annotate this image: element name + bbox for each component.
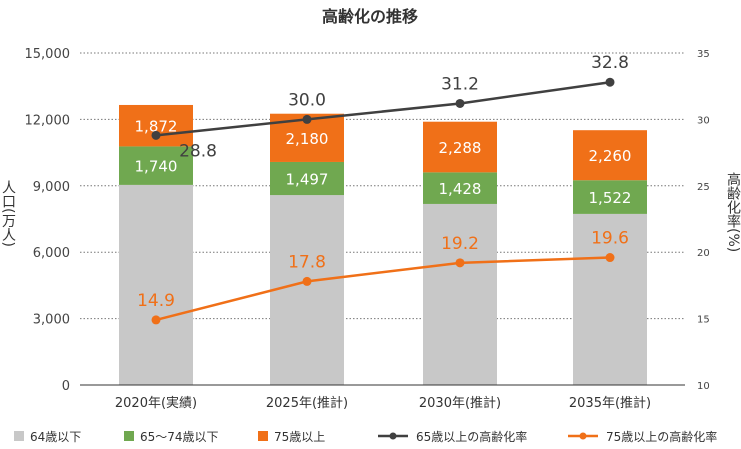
bar-segment bbox=[423, 203, 497, 385]
y-tick-label: 12,000 bbox=[25, 113, 71, 128]
bar-segment bbox=[270, 195, 344, 385]
y2-tick-label: 25 bbox=[697, 182, 710, 193]
line-label: 31.2 bbox=[441, 74, 479, 94]
bar-segment bbox=[119, 146, 193, 185]
line-label: 14.9 bbox=[137, 291, 175, 311]
data-point bbox=[151, 130, 161, 140]
y2-tick-label: 15 bbox=[697, 315, 710, 326]
legend-item: 75歳以上の高齢化率 bbox=[568, 429, 717, 444]
legend-label: 64歳以下 bbox=[30, 430, 81, 444]
bar-segment bbox=[573, 180, 647, 214]
y2-tick-label: 20 bbox=[697, 248, 710, 259]
y-axis-title: 人口(万人) bbox=[0, 180, 16, 247]
data-point bbox=[605, 253, 615, 263]
line-label: 19.6 bbox=[591, 229, 629, 249]
legend-item: 75歳以上 bbox=[258, 430, 325, 444]
x-tick-label: 2035年(推計) bbox=[569, 395, 651, 411]
line-label: 28.8 bbox=[179, 141, 217, 161]
data-point bbox=[455, 98, 465, 108]
bar-label: 2,180 bbox=[286, 130, 329, 148]
y2-tick-label: 10 bbox=[697, 381, 710, 392]
series-line bbox=[155, 256, 611, 322]
legend-label: 65〜74歳以下 bbox=[140, 430, 219, 444]
bar-label: 1,428 bbox=[439, 180, 482, 198]
chart-title: 高齢化の推移 bbox=[322, 7, 418, 26]
y2-tick-label: 35 bbox=[697, 49, 710, 60]
bar-segment bbox=[423, 121, 497, 173]
x-tick-label: 2020年(実績) bbox=[115, 395, 197, 411]
line-label: 19.2 bbox=[441, 234, 479, 254]
data-point bbox=[151, 315, 161, 325]
bar-label: 1,497 bbox=[286, 171, 329, 189]
data-point bbox=[605, 77, 615, 87]
line-label: 30.0 bbox=[288, 90, 326, 110]
legend-item: 64歳以下 bbox=[14, 430, 81, 444]
data-point bbox=[455, 258, 465, 268]
data-point bbox=[302, 276, 312, 286]
bar-label: 1,872 bbox=[135, 118, 178, 136]
line-label: 17.8 bbox=[288, 252, 326, 272]
y2-axis-title: 高齢化率(%) bbox=[725, 171, 741, 252]
bar-segment bbox=[119, 184, 193, 385]
y-tick-label: 6,000 bbox=[33, 246, 70, 261]
bar-label: 1,522 bbox=[589, 189, 632, 207]
bar-label: 2,260 bbox=[589, 147, 632, 165]
legend-label: 75歳以上 bbox=[274, 430, 325, 444]
legend-item: 65〜74歳以下 bbox=[124, 430, 219, 444]
x-tick-label: 2030年(推計) bbox=[419, 395, 501, 411]
x-tick-label: 2025年(推計) bbox=[266, 395, 348, 411]
data-point bbox=[302, 114, 312, 124]
legend-swatch bbox=[14, 431, 24, 441]
legend-marker bbox=[389, 432, 397, 440]
y-tick-label: 0 bbox=[62, 379, 70, 394]
series-line bbox=[155, 80, 611, 137]
bar-label: 2,288 bbox=[439, 139, 482, 157]
legend-swatch bbox=[124, 431, 134, 441]
bar-segment bbox=[573, 130, 647, 181]
legend-item: 65歳以上の高齢化率 bbox=[378, 429, 527, 444]
y-tick-label: 3,000 bbox=[33, 313, 70, 328]
y-tick-label: 15,000 bbox=[25, 47, 71, 62]
bar-segment bbox=[573, 213, 647, 385]
legend-label: 75歳以上の高齢化率 bbox=[606, 429, 717, 444]
bar-segment bbox=[423, 172, 497, 204]
bar-label: 1,740 bbox=[135, 158, 178, 176]
line-label: 32.8 bbox=[591, 53, 629, 73]
y-tick-label: 9,000 bbox=[33, 180, 70, 195]
y2-tick-label: 30 bbox=[697, 115, 710, 126]
bar-segment bbox=[270, 161, 344, 196]
legend-marker bbox=[579, 432, 587, 440]
legend-label: 65歳以上の高齢化率 bbox=[416, 429, 527, 444]
legend-swatch bbox=[258, 431, 268, 441]
